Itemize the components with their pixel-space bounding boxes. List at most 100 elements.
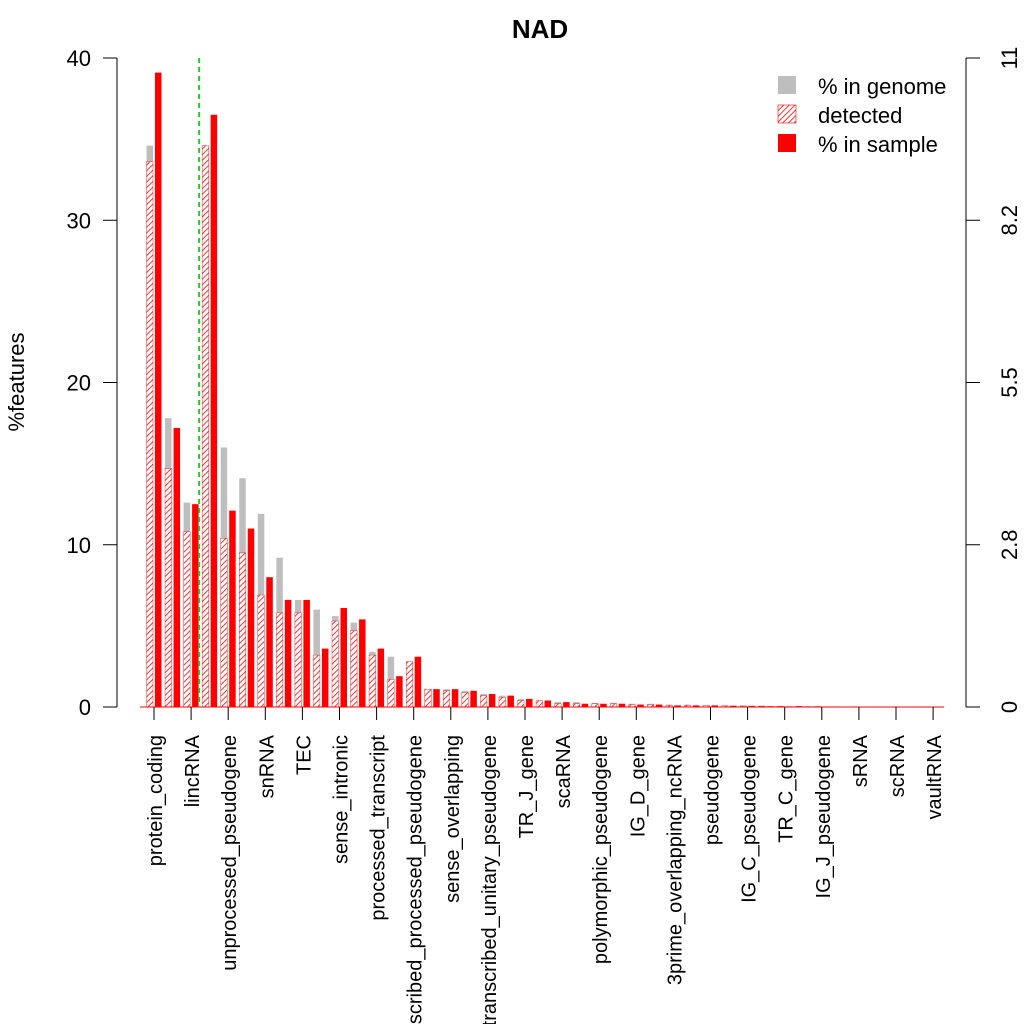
category-label: IG_D_gene (627, 735, 649, 837)
chart-title: NAD (512, 14, 568, 44)
bar-detected (461, 692, 469, 708)
category-label: unprocessed_pseudogene (219, 735, 241, 971)
legend-genome-swatch (778, 76, 796, 94)
bar-sample (470, 690, 477, 707)
right-tick-label: 0 (997, 701, 1022, 713)
bar-sample (526, 698, 533, 707)
bar-detected (424, 688, 432, 708)
bar-sample (284, 599, 292, 707)
bar-sample (377, 648, 385, 707)
right-tick-label: 5.5 (997, 367, 1022, 398)
category-label: vaultRNA (924, 734, 946, 819)
y-axis-label: %features (4, 332, 29, 431)
bar-sample (396, 676, 403, 707)
bar-sample (692, 705, 700, 707)
category-label: scRNA (887, 734, 909, 797)
bar-sample (655, 704, 663, 707)
right-tick-label: 2.8 (997, 529, 1022, 560)
bar-sample (674, 705, 681, 707)
bar-sample (155, 72, 162, 708)
category-label: IG_J_pseudogene (813, 735, 835, 898)
bar-detected (331, 620, 339, 708)
category-label: lincRNA (182, 734, 204, 807)
bar-detected (368, 654, 376, 708)
bar-sample (544, 700, 552, 707)
category-label: sRNA (850, 734, 872, 787)
bar-sample (563, 702, 570, 707)
category-label: TEC (293, 735, 315, 775)
bar-detected (164, 468, 172, 708)
bar-sample (748, 705, 756, 707)
bar-sample (581, 703, 589, 707)
bar-sample (210, 114, 218, 708)
bar-detected (239, 552, 246, 708)
category-label: IG_C_pseudogene (739, 735, 761, 903)
bar-sample (488, 694, 496, 707)
right-axis: 0 2.8 5.5 8.2 11 (965, 47, 1022, 713)
category-label: sense_overlapping (442, 735, 464, 903)
bar-sample (303, 599, 310, 707)
left-tick-label: 10 (67, 533, 91, 558)
right-tick-label: 8.2 (997, 205, 1022, 236)
category-label: sense_intronic (331, 735, 353, 864)
bar-detected (146, 161, 154, 708)
category-label: transcribed_processed_pseudogene (405, 735, 427, 1024)
legend-detected-swatch (777, 104, 797, 124)
bar-detected (498, 697, 506, 708)
bar-detected (294, 612, 302, 708)
bar-detected (313, 654, 321, 708)
bar-detected (406, 661, 413, 708)
legend-sample-swatch (778, 134, 796, 152)
bar-detected (183, 531, 191, 708)
bar-sample (359, 619, 366, 707)
category-label: 3prime_overlapping_ncRNA (664, 734, 686, 985)
bar-sample (321, 648, 329, 707)
right-axis-ticks: 0 2.8 5.5 8.2 11 (966, 47, 1022, 713)
bar-detected (201, 145, 209, 708)
bar-sample (507, 695, 514, 707)
bar-detected (480, 695, 488, 708)
legend-genome-label: % in genome (818, 74, 946, 99)
bar-sample (730, 705, 737, 707)
category-label: TR_J_gene (516, 735, 538, 838)
left-tick-label: 20 (67, 371, 91, 396)
bar-sample (266, 577, 273, 707)
bar-detected (257, 594, 265, 708)
bar-sample (637, 704, 644, 707)
bar-sample (618, 703, 626, 707)
bar-detected (387, 679, 395, 708)
legend-sample-label: % in sample (818, 132, 938, 157)
bar-sample (192, 504, 199, 707)
bar-sample (229, 510, 236, 707)
category-label: TR_C_gene (776, 735, 798, 843)
category-labels: protein_coding lincRNA unprocessed_pseudog… (145, 707, 946, 1024)
bar-sample (711, 705, 718, 707)
bar-detected (350, 630, 358, 708)
category-label: processed_transcript (368, 735, 390, 921)
bar-sample (247, 528, 255, 707)
category-label: pseudogene (702, 735, 724, 845)
bar-sample (340, 608, 347, 707)
bar-sample (173, 427, 181, 707)
category-label: transcribed_unitary_pseudogene (479, 735, 501, 1024)
bar-detected (276, 612, 284, 708)
bar-sample (414, 656, 422, 707)
bar-detected (220, 538, 228, 708)
bar-sample (451, 689, 459, 707)
bar-detected (443, 690, 450, 708)
bars-group (140, 72, 945, 708)
bar-detected (535, 700, 543, 708)
category-label: snRNA (256, 734, 278, 798)
category-label: scaRNA (553, 734, 575, 808)
left-axis-ticks: 0 10 20 30 40 (67, 46, 117, 720)
legend: % in genome detected % in sample (777, 74, 946, 157)
bar-sample (433, 689, 440, 707)
right-tick-label: 11 (997, 47, 1022, 70)
legend-detected-label: detected (818, 103, 902, 128)
left-axis: 0 10 20 30 40 (67, 46, 118, 720)
left-tick-label: 0 (79, 695, 91, 720)
bar-sample (600, 703, 607, 707)
category-label: protein_coding (145, 735, 167, 866)
bar-detected (517, 700, 525, 708)
